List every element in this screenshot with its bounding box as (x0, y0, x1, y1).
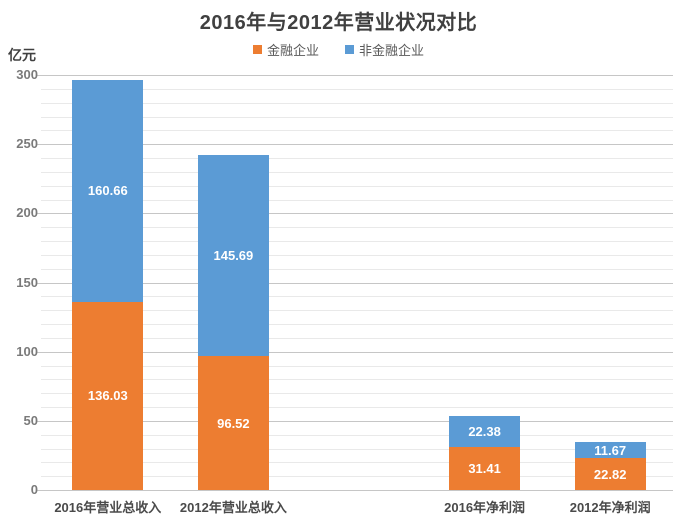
gridline-minor (41, 268, 673, 270)
gridline-minor (41, 379, 673, 381)
gridline-major (37, 144, 673, 146)
gridline-minor (41, 407, 673, 408)
bar-segment-financial: 136.03 (72, 301, 144, 490)
data-label: 31.41 (468, 460, 501, 476)
gridline-minor (41, 88, 673, 90)
gridline-minor (41, 185, 673, 187)
gridline-major (37, 213, 673, 215)
bar-segment-financial: 96.52 (197, 356, 269, 490)
data-label: 11.67 (594, 442, 627, 458)
y-axis-tick-label: 0 (30, 482, 38, 497)
gridline-minor (41, 254, 673, 256)
legend: 金融企业 非金融企业 (0, 40, 677, 59)
legend-item-nonfinancial: 非金融企业 (345, 40, 424, 59)
gridline-major (37, 490, 673, 491)
gridline-minor (41, 393, 673, 395)
data-label: 22.82 (593, 466, 627, 482)
bar-segment-nonfinancial: 11.67 (574, 442, 646, 459)
gridline-minor (41, 158, 673, 159)
y-axis-tick-label: 250 (16, 136, 38, 152)
gridline-minor (41, 462, 673, 464)
data-label: 136.03 (87, 388, 128, 404)
gridline-minor (41, 337, 673, 339)
data-label: 22.38 (468, 423, 501, 439)
gridline-minor (41, 476, 673, 478)
y-axis-tick-label: 100 (16, 343, 38, 359)
gridline-major (37, 351, 673, 353)
legend-label-nonfinancial: 非金融企业 (359, 43, 425, 58)
stacked-bar: 145.69 96.52 (197, 154, 269, 490)
gridline-major (37, 420, 673, 422)
bar-segment-nonfinancial: 145.69 (197, 154, 269, 357)
gridline-minor (41, 310, 673, 312)
gridline-major (37, 282, 673, 284)
gridline-minor (41, 434, 673, 436)
gridline-minor (41, 227, 673, 229)
data-label: 145.69 (213, 248, 254, 264)
gridline-minor (41, 130, 673, 132)
category-label: 2016年营业总收入 (54, 500, 162, 515)
gridline-minor (41, 102, 673, 104)
bar-segment-financial: 31.41 (449, 446, 521, 490)
gridline-minor (41, 171, 673, 173)
y-axis-tick-label: 200 (16, 205, 38, 221)
stacked-bar: 160.66 136.03 (72, 79, 144, 490)
category-label: 2016年净利润 (444, 500, 526, 515)
stacked-bar: 11.67 22.82 (574, 442, 646, 490)
stacked-bar: 22.38 31.41 (449, 415, 521, 490)
bar-segment-financial: 22.82 (574, 458, 646, 490)
chart-title: 2016年与2012年营业状况对比 (199, 12, 478, 34)
gridline-minor (41, 116, 673, 118)
gridline-minor (41, 365, 673, 367)
data-label: 160.66 (87, 183, 128, 199)
gridline-minor (41, 199, 673, 201)
legend-swatch-nonfinancial-icon (345, 45, 354, 54)
bar-segment-nonfinancial: 22.38 (449, 415, 521, 447)
gridline-major (37, 75, 673, 76)
bar-segment-nonfinancial: 160.66 (72, 79, 144, 302)
gridline-minor (41, 448, 673, 450)
legend-label-financial: 金融企业 (266, 43, 319, 58)
gridline-minor (41, 241, 673, 242)
legend-item-financial: 金融企业 (252, 40, 319, 59)
legend-swatch-financial-icon (252, 45, 262, 54)
y-axis-tick-label: 300 (16, 67, 38, 82)
y-axis-unit-label: 亿元 (8, 47, 36, 63)
y-axis-tick-label: 150 (16, 274, 38, 290)
gridline-minor (41, 324, 673, 325)
y-axis-tick-label: 50 (23, 412, 38, 428)
category-label: 2012年营业总收入 (179, 500, 287, 515)
category-label: 2012年净利润 (569, 500, 651, 515)
gridline-minor (41, 296, 673, 298)
data-label: 96.52 (217, 415, 250, 431)
